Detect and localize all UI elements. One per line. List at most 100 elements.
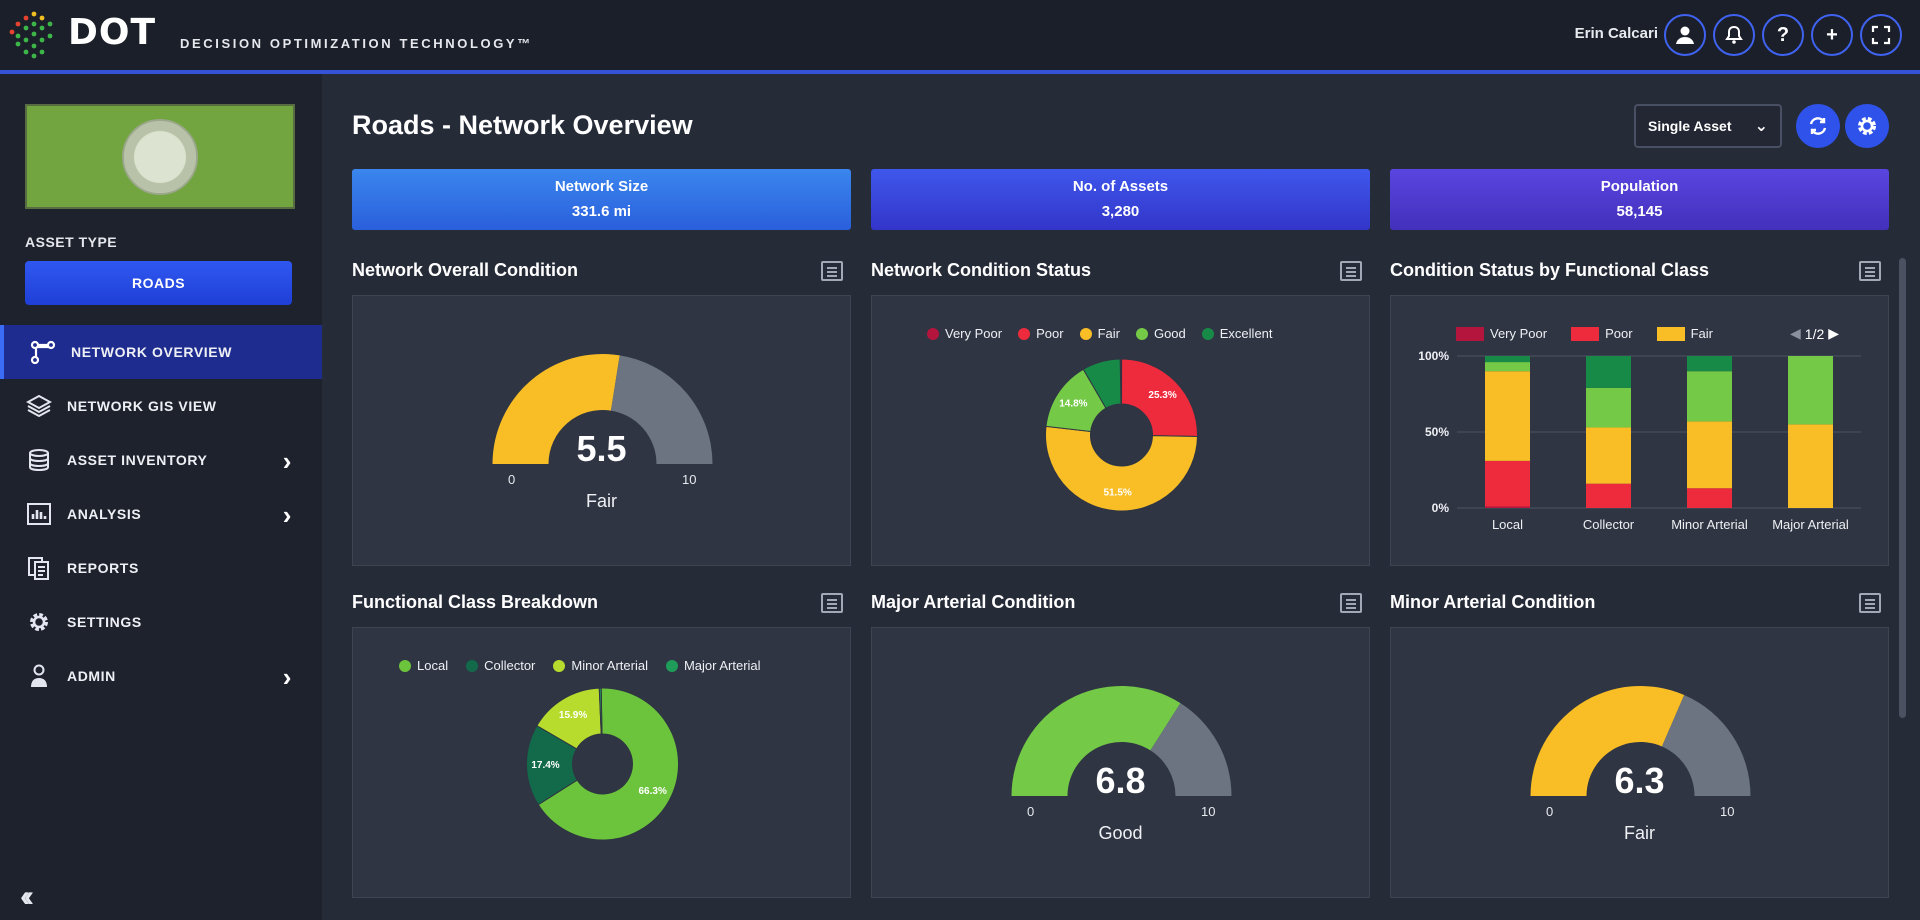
condition-status-legend: Very Poor Poor Fair Good Excellent <box>927 326 1273 341</box>
gauge-min-label: 0 <box>1546 804 1554 819</box>
fullscreen-icon[interactable] <box>1860 14 1902 56</box>
legend-item[interactable]: Very Poor <box>1456 326 1547 341</box>
sidebar-item-network-gis-view[interactable]: NETWORK GIS VIEW <box>0 379 322 433</box>
route-icon <box>30 340 56 365</box>
asset-type-button[interactable]: ROADS <box>25 261 292 305</box>
person-icon <box>26 664 52 688</box>
gauge-fill <box>1011 686 1181 796</box>
view-mode-select[interactable]: Single Asset ⌄ <box>1634 104 1782 148</box>
chevron-right-icon: › <box>282 446 292 476</box>
sidebar-item-network-overview[interactable]: NETWORK OVERVIEW <box>0 325 322 379</box>
legend-item[interactable]: Minor Arterial <box>553 658 648 673</box>
gauge-min-label: 0 <box>1027 804 1035 819</box>
major-gauge <box>1011 686 1232 796</box>
functional-breakdown-legend: Local Collector Minor Arterial Major Art… <box>399 658 761 673</box>
donut-data-label: 66.3% <box>638 786 666 797</box>
sidebar-item-label: SETTINGS <box>67 614 142 630</box>
pager-next-icon[interactable]: ▶ <box>1828 325 1840 341</box>
refresh-icon <box>1809 117 1827 135</box>
sidebar-item-settings[interactable]: SETTINGS <box>0 595 322 649</box>
legend-label: Fair <box>1690 326 1713 341</box>
card-menu-icon[interactable] <box>1340 261 1362 281</box>
legend-label: Poor <box>1605 326 1633 341</box>
card-menu-icon[interactable] <box>821 593 843 613</box>
sidebar-item-label: NETWORK GIS VIEW <box>67 398 217 414</box>
legend-item[interactable]: Fair <box>1079 326 1120 341</box>
functional-breakdown-donut: 66.3% 17.4% 15.9% <box>526 687 679 841</box>
x-tick-label: Major Arterial <box>1772 517 1849 532</box>
legend-label: Fair <box>1097 326 1120 341</box>
legend-item[interactable]: Local <box>399 658 448 673</box>
chevron-right-icon: › <box>282 662 292 692</box>
card-menu-icon[interactable] <box>1859 593 1881 613</box>
pager-prev-icon[interactable]: ◀ <box>1790 325 1801 341</box>
gauge-max-label: 10 <box>682 472 697 487</box>
gauge-rest <box>610 355 713 464</box>
city-seal-icon <box>122 118 198 195</box>
bar-segment <box>1586 427 1631 484</box>
refresh-button[interactable] <box>1796 104 1840 148</box>
sidebar-item-asset-inventory[interactable]: ASSET INVENTORY › <box>0 433 322 487</box>
bell-icon[interactable] <box>1713 14 1755 56</box>
gauge-fill <box>1530 686 1685 796</box>
gauge-category: Fair <box>1624 823 1655 843</box>
sidebar-item-analysis[interactable]: ANALYSIS › <box>0 487 322 541</box>
donut-data-label: 15.9% <box>559 710 587 721</box>
main-scrollbar[interactable] <box>1899 258 1906 718</box>
x-tick-label: Collector <box>1583 517 1635 532</box>
chart-icon <box>26 502 52 526</box>
y-tick-label: 50% <box>1425 425 1449 439</box>
plus-icon[interactable]: + <box>1811 14 1853 56</box>
brand-tagline: DECISION OPTIMIZATION TECHNOLOGY™ <box>180 36 533 51</box>
minor-arterial-panel: 6.3 0 10 Fair <box>1390 627 1889 898</box>
legend-item[interactable]: Poor <box>1571 326 1633 341</box>
y-tick-label: 0% <box>1432 501 1450 515</box>
dot-logo-icon <box>9 11 53 59</box>
legend-swatch <box>665 659 678 672</box>
legend-swatch <box>1656 326 1685 341</box>
card-menu-icon[interactable] <box>821 261 843 281</box>
bar-segment <box>1687 421 1732 489</box>
legend-item[interactable]: Very Poor <box>927 326 1002 341</box>
donut-slice <box>598 687 603 735</box>
legend-pager: ◀ 1/2 ▶ <box>1790 325 1839 342</box>
donut-data-label: 25.3% <box>1148 390 1176 401</box>
bar-segment <box>1485 371 1530 461</box>
stat-value: 331.6 mi <box>571 203 632 220</box>
card-menu-icon[interactable] <box>1340 593 1362 613</box>
legend-label: Excellent <box>1219 326 1273 341</box>
sidebar-item-reports[interactable]: REPORTS <box>0 541 322 595</box>
sidebar-item-admin[interactable]: ADMIN › <box>0 649 322 703</box>
chevron-right-icon: › <box>282 500 292 530</box>
legend-item[interactable]: Good <box>1135 326 1186 341</box>
settings-button[interactable] <box>1845 104 1889 148</box>
legend-label: Local <box>417 658 449 673</box>
city-logo <box>25 104 295 209</box>
bar-segment <box>1586 483 1631 508</box>
legend-item[interactable]: Fair <box>1656 326 1713 341</box>
donut-slice <box>1082 358 1122 409</box>
bar-segment <box>1485 506 1530 508</box>
card-menu-icon[interactable] <box>1859 261 1881 281</box>
gauge-category: Good <box>1098 823 1143 843</box>
gauge-value: 6.8 <box>1095 760 1146 801</box>
legend-item[interactable]: Excellent <box>1201 326 1273 341</box>
legend-label: Poor <box>1036 326 1064 341</box>
gauge-value: 6.3 <box>1614 760 1665 801</box>
sidebar-nav: NETWORK OVERVIEW NETWORK GIS VIEW ASSET … <box>0 325 322 703</box>
view-mode-value: Single Asset <box>1648 118 1732 134</box>
user-icon[interactable] <box>1664 14 1706 56</box>
legend-swatch <box>1018 327 1031 340</box>
legend-item[interactable]: Collector <box>466 658 535 673</box>
collapse-left-icon[interactable]: ‹‹ <box>20 880 34 913</box>
help-icon[interactable]: ? <box>1762 14 1804 56</box>
legend-item[interactable]: Poor <box>1018 326 1064 341</box>
legend-item[interactable]: Major Arterial <box>665 658 761 673</box>
sidebar-item-label: REPORTS <box>67 560 139 576</box>
major-arterial-panel: 6.8 0 10 Good <box>871 627 1370 898</box>
gauge-rest <box>1150 703 1232 796</box>
brand-name[interactable]: DOT <box>68 12 157 53</box>
gauge-min-label: 0 <box>508 472 516 487</box>
header-accent-line <box>0 70 1920 74</box>
legend-label: Very Poor <box>1490 326 1548 341</box>
